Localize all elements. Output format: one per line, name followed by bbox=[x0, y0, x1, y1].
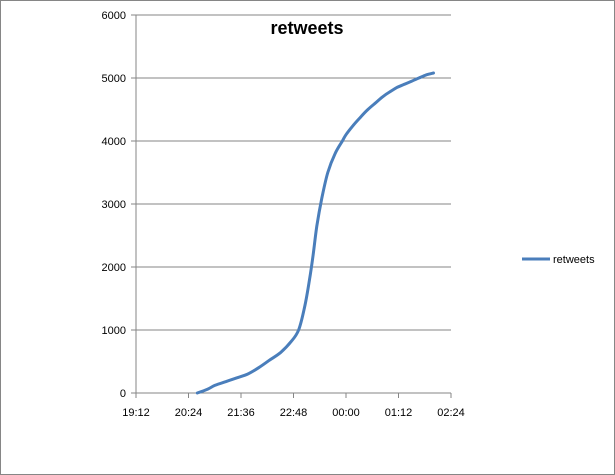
y-tick-label: 5000 bbox=[102, 73, 126, 85]
data-point bbox=[268, 359, 271, 362]
x-tick-label: 00:00 bbox=[332, 407, 360, 419]
x-tick-label: 22:48 bbox=[280, 407, 308, 419]
x-tick-label: 21:36 bbox=[227, 407, 255, 419]
x-tick-label: 19:12 bbox=[122, 407, 150, 419]
x-tick-label: 01:12 bbox=[385, 407, 413, 419]
data-point bbox=[341, 139, 344, 143]
data-point bbox=[388, 90, 391, 94]
y-tick-label: 3000 bbox=[102, 199, 126, 211]
y-tick-label: 1000 bbox=[102, 325, 126, 337]
y-tick-label: 4000 bbox=[102, 136, 126, 148]
data-point bbox=[308, 278, 311, 281]
data-point bbox=[235, 376, 238, 380]
data-point bbox=[344, 133, 348, 136]
data-point bbox=[290, 340, 293, 343]
data-point bbox=[432, 71, 435, 75]
legend: retweets bbox=[522, 254, 595, 266]
y-tick-label: 2000 bbox=[102, 262, 126, 274]
data-point bbox=[196, 391, 199, 395]
data-point bbox=[359, 115, 362, 119]
y-tick-label: 0 bbox=[120, 388, 126, 400]
data-point bbox=[395, 86, 399, 89]
data-point bbox=[381, 95, 384, 99]
data-point bbox=[303, 306, 306, 310]
data-point bbox=[326, 171, 329, 174]
series-line-retweets bbox=[195, 71, 435, 395]
data-point bbox=[373, 102, 377, 105]
data-point bbox=[417, 76, 421, 80]
legend-label: retweets bbox=[553, 254, 595, 266]
data-point bbox=[410, 79, 413, 83]
data-point bbox=[320, 196, 324, 199]
data-point bbox=[403, 83, 406, 86]
data-point bbox=[257, 366, 260, 369]
data-point bbox=[279, 351, 282, 354]
x-tick-label: 02:24 bbox=[437, 407, 465, 419]
y-axis-ticks: 0 1000 2000 3000 4000 5000 6000 bbox=[102, 10, 136, 400]
data-point bbox=[311, 253, 315, 256]
chart-title: retweets bbox=[270, 18, 343, 38]
data-point bbox=[333, 152, 337, 155]
grid-lines bbox=[136, 14, 451, 331]
data-point bbox=[297, 328, 300, 332]
data-point bbox=[352, 124, 355, 127]
series-layer bbox=[195, 71, 435, 395]
x-axis-ticks: 19:12 20:24 21:36 22:48 00:00 01:12 02:24 bbox=[122, 393, 465, 419]
data-point bbox=[315, 224, 319, 228]
x-tick-label: 20:24 bbox=[175, 407, 203, 419]
data-point bbox=[366, 108, 370, 111]
data-point bbox=[206, 388, 209, 391]
data-point bbox=[213, 384, 216, 387]
data-point bbox=[224, 380, 227, 383]
data-point bbox=[246, 372, 249, 376]
data-point bbox=[425, 73, 428, 77]
y-tick-label: 6000 bbox=[102, 10, 126, 22]
